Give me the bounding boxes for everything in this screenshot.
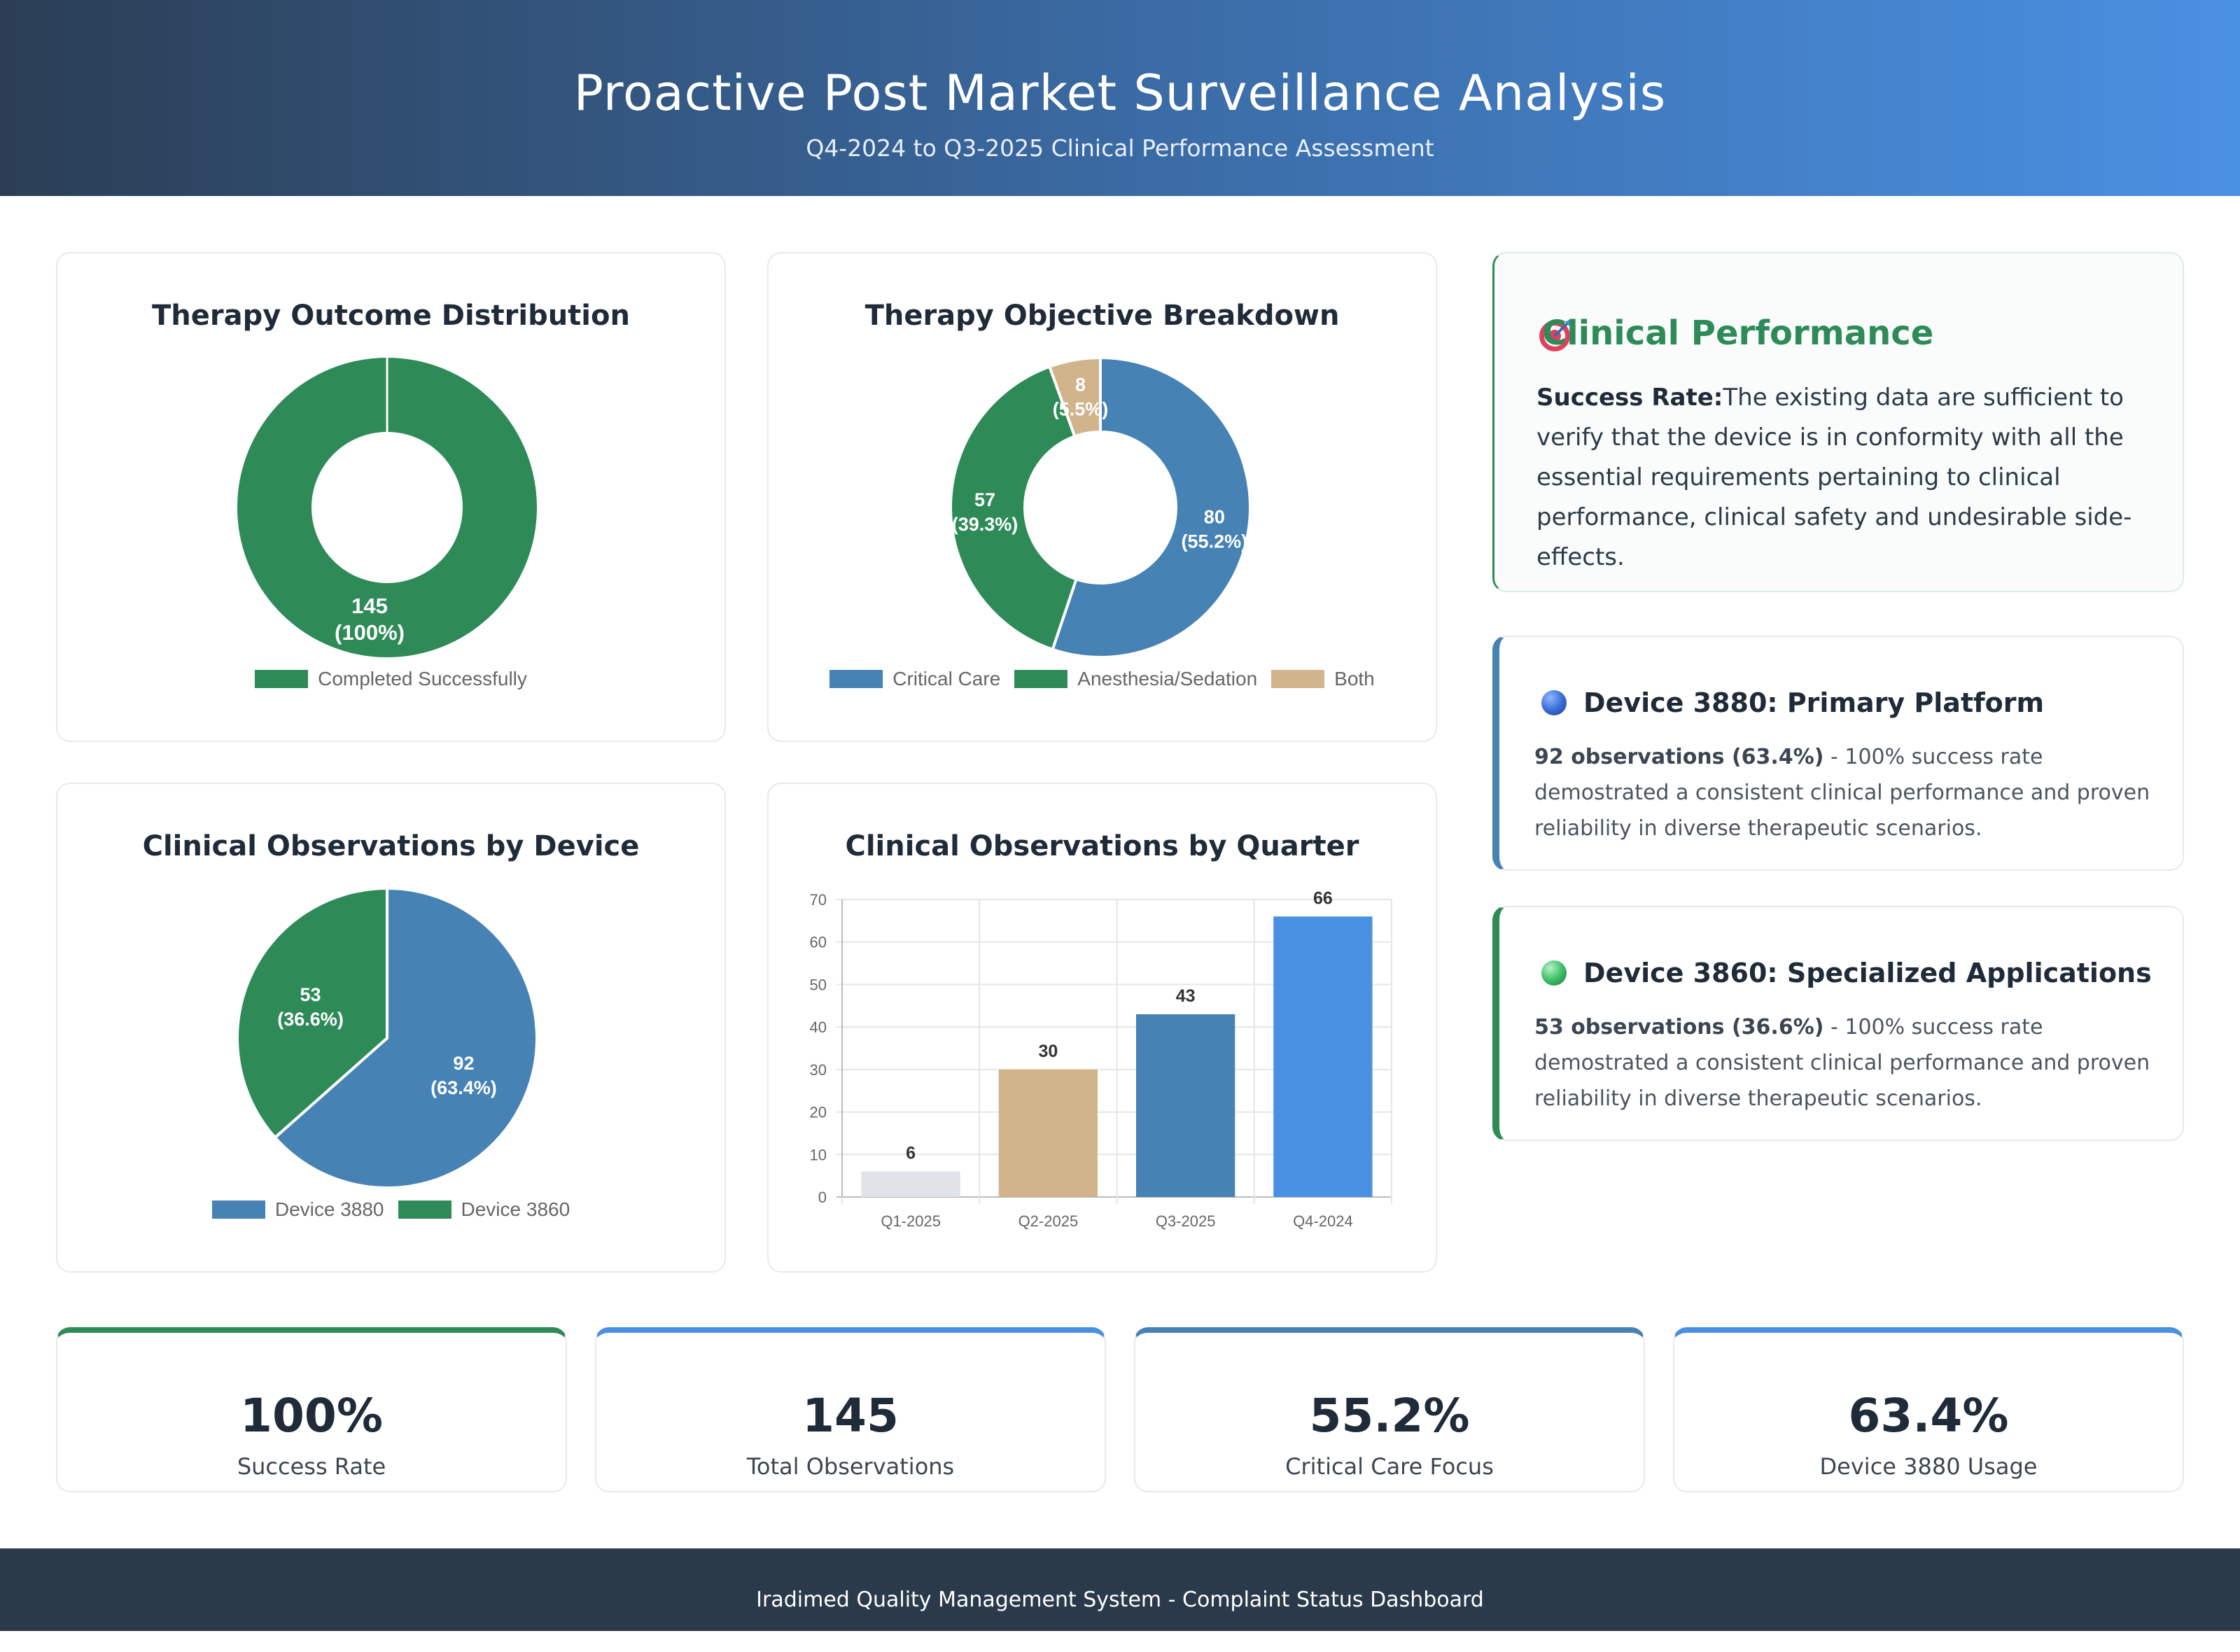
pie-slice-anesthesia-sedation <box>949 365 1079 652</box>
legend-swatch <box>1271 670 1325 688</box>
bar-q2-2025 <box>998 1069 1098 1197</box>
stat-label: Total Observations <box>746 1453 955 1480</box>
stat-value: 100% <box>240 1389 383 1443</box>
data-label: 57 (39.3%) <box>952 489 1018 535</box>
device-3860-card: Device 3860: Specialized Applications 53… <box>1492 906 2184 1141</box>
device-3880-title: Device 3880: Primary Platform <box>1583 687 2045 718</box>
device-3880-description: - 100% success rate demostrated a consis… <box>1534 745 2150 841</box>
device-3860-count: 53 observations (36.6%) <box>1534 1015 1824 1040</box>
page-subtitle: Q4-2024 to Q3-2025 Clinical Performance … <box>806 134 1434 162</box>
therapy-outcome-card: Therapy Outcome Distribution 145 (100%) C… <box>56 252 726 742</box>
legend-swatch <box>255 670 309 688</box>
legend-label: Both <box>1334 668 1375 690</box>
therapy-objective-card: Therapy Objective Breakdown 80 (55.2%) 57(… <box>767 252 1437 742</box>
success-rate-lead: Success Rate: <box>1536 384 1723 412</box>
x-tick-label: Q2-2025 <box>1018 1212 1079 1230</box>
data-label: 53 (36.6%) <box>277 984 344 1030</box>
y-tick-label: 0 <box>818 1189 827 1206</box>
stat-label: Device 3880 Usage <box>1819 1453 2038 1480</box>
legend-item-completed-successfully[interactable]: Completed Successfully <box>255 668 527 690</box>
chart-title: Therapy Outcome Distribution <box>152 300 630 332</box>
chart-title: Clinical Observations by Device <box>142 830 640 862</box>
observations-by-quarter-card: Clinical Observations by Quarter 0 10 20 30… <box>767 783 1437 1273</box>
stat-value: 63.4% <box>1848 1389 2009 1443</box>
data-label: 145 (100%) <box>335 594 405 645</box>
chart-title: Therapy Objective Breakdown <box>864 300 1340 332</box>
page-footer: Iradimed Quality Management System - Com… <box>0 1548 2240 1631</box>
bar-q4-2024 <box>1273 916 1373 1197</box>
stat-value: 55.2% <box>1309 1389 1470 1443</box>
stat-value: 145 <box>802 1389 899 1443</box>
device-3880-text: 92 observations (63.4%) - 100% success r… <box>1534 739 2150 846</box>
stat-label: Critical Care Focus <box>1285 1453 1494 1480</box>
data-label: 43 <box>1176 986 1196 1006</box>
y-tick-label: 50 <box>810 976 827 993</box>
legend-item-device-3860[interactable]: Device 3860 <box>398 1198 570 1221</box>
y-tick-label: 60 <box>810 934 827 951</box>
stat-card-success-rate: 100% Success Rate <box>56 1327 567 1492</box>
green-circle-icon <box>1541 960 1567 986</box>
success-rate-text: The existing data are sufficient to veri… <box>1536 384 2132 571</box>
pie-slice-both <box>1047 356 1102 438</box>
therapy-objective-chart: 80 (55.2%) 57 (39.3%) 8 (5.5%) <box>949 356 1252 659</box>
legend-label: Device 3880 <box>274 1198 384 1220</box>
stat-card-device-3880-usage: 63.4% Device 3880 Usage <box>1673 1327 2184 1492</box>
legend-swatch <box>1014 670 1068 688</box>
legend-swatch <box>211 1200 265 1219</box>
data-label: 6 <box>906 1144 916 1163</box>
legend-label: Device 3860 <box>461 1198 570 1220</box>
clinical-performance-title: Clinical Performance <box>1542 314 1934 353</box>
chart-legend: Device 3880 Device 3860 <box>57 1198 724 1221</box>
chart-legend: Completed Successfully <box>57 668 724 690</box>
blue-circle-icon <box>1541 690 1567 715</box>
legend-label: Anesthesia/Sedation <box>1077 668 1258 690</box>
legend-label: Completed Successfully <box>318 668 527 690</box>
device-3860-description: - 100% success rate demostrated a consis… <box>1534 1015 2150 1111</box>
observations-by-quarter-chart: 0 10 20 30 40 50 60 70 6 Q1-2025 30 Q2-2025 43 Q3-202… <box>810 888 1392 1230</box>
legend-item-critical-care[interactable]: Critical Care <box>830 668 1000 690</box>
y-tick-label: 40 <box>810 1018 827 1036</box>
legend-label: Critical Care <box>892 668 1001 690</box>
chart-legend: Critical Care Anesthesia/Sedation Both <box>769 668 1436 690</box>
legend-item-device-3880[interactable]: Device 3880 <box>211 1198 384 1221</box>
y-tick-label: 10 <box>810 1146 827 1163</box>
chart-title: Clinical Observations by Quarter <box>845 830 1359 862</box>
legend-swatch <box>398 1200 451 1219</box>
pie-slice-device-3880 <box>273 886 538 1189</box>
y-tick-label: 70 <box>810 891 827 909</box>
device-3860-title: Device 3860: Specialized Applications <box>1583 958 2152 988</box>
clinical-performance-text: Success Rate:The existing data are suffi… <box>1536 378 2138 578</box>
bar-q3-2025 <box>1135 1014 1236 1197</box>
x-tick-label: Q4-2024 <box>1293 1212 1353 1230</box>
data-label: 80 (55.2%) <box>1182 507 1248 552</box>
observations-by-device-card: Clinical Observations by Device 92 (63.4%… <box>56 783 726 1273</box>
stat-card-critical-care: 55.2% Critical Care Focus <box>1134 1327 1645 1492</box>
legend-item-both[interactable]: Both <box>1271 668 1375 690</box>
x-tick-label: Q3-2025 <box>1156 1212 1216 1230</box>
data-label: 92 (63.4%) <box>430 1053 497 1098</box>
legend-swatch <box>830 670 883 688</box>
pie-slice-critical-care <box>1051 356 1252 659</box>
data-label: 30 <box>1038 1042 1058 1061</box>
pie-slice-device-3860 <box>236 886 388 1140</box>
device-3880-card: Device 3880: Primary Platform 92 observa… <box>1492 636 2184 871</box>
target-icon <box>1539 319 1572 351</box>
stat-card-total-observations: 145 Total Observations <box>595 1327 1106 1492</box>
legend-item-anesthesia-sedation[interactable]: Anesthesia/Sedation <box>1014 668 1257 690</box>
bar-q1-2025 <box>861 1171 960 1197</box>
clinical-performance-card: Clinical Performance Success Rate:The ex… <box>1492 252 2184 592</box>
observations-by-device-chart: 92 (63.4%) 53 (36.6%) <box>236 886 538 1189</box>
data-label: 66 <box>1313 888 1333 908</box>
device-3860-text: 53 observations (36.6%) - 100% success r… <box>1534 1009 2150 1116</box>
page-title: Proactive Post Market Surveillance Analy… <box>573 64 1667 122</box>
y-tick-label: 30 <box>810 1061 827 1079</box>
therapy-outcome-chart: 145 (100%) <box>237 358 537 657</box>
device-3880-count: 92 observations (63.4%) <box>1534 745 1824 769</box>
data-label: 8 (5.5%) <box>1053 374 1109 419</box>
stat-label: Success Rate <box>237 1453 386 1480</box>
page-header: Proactive Post Market Surveillance Analy… <box>0 0 2240 196</box>
x-tick-label: Q1-2025 <box>881 1212 941 1230</box>
y-tick-label: 20 <box>810 1104 827 1121</box>
